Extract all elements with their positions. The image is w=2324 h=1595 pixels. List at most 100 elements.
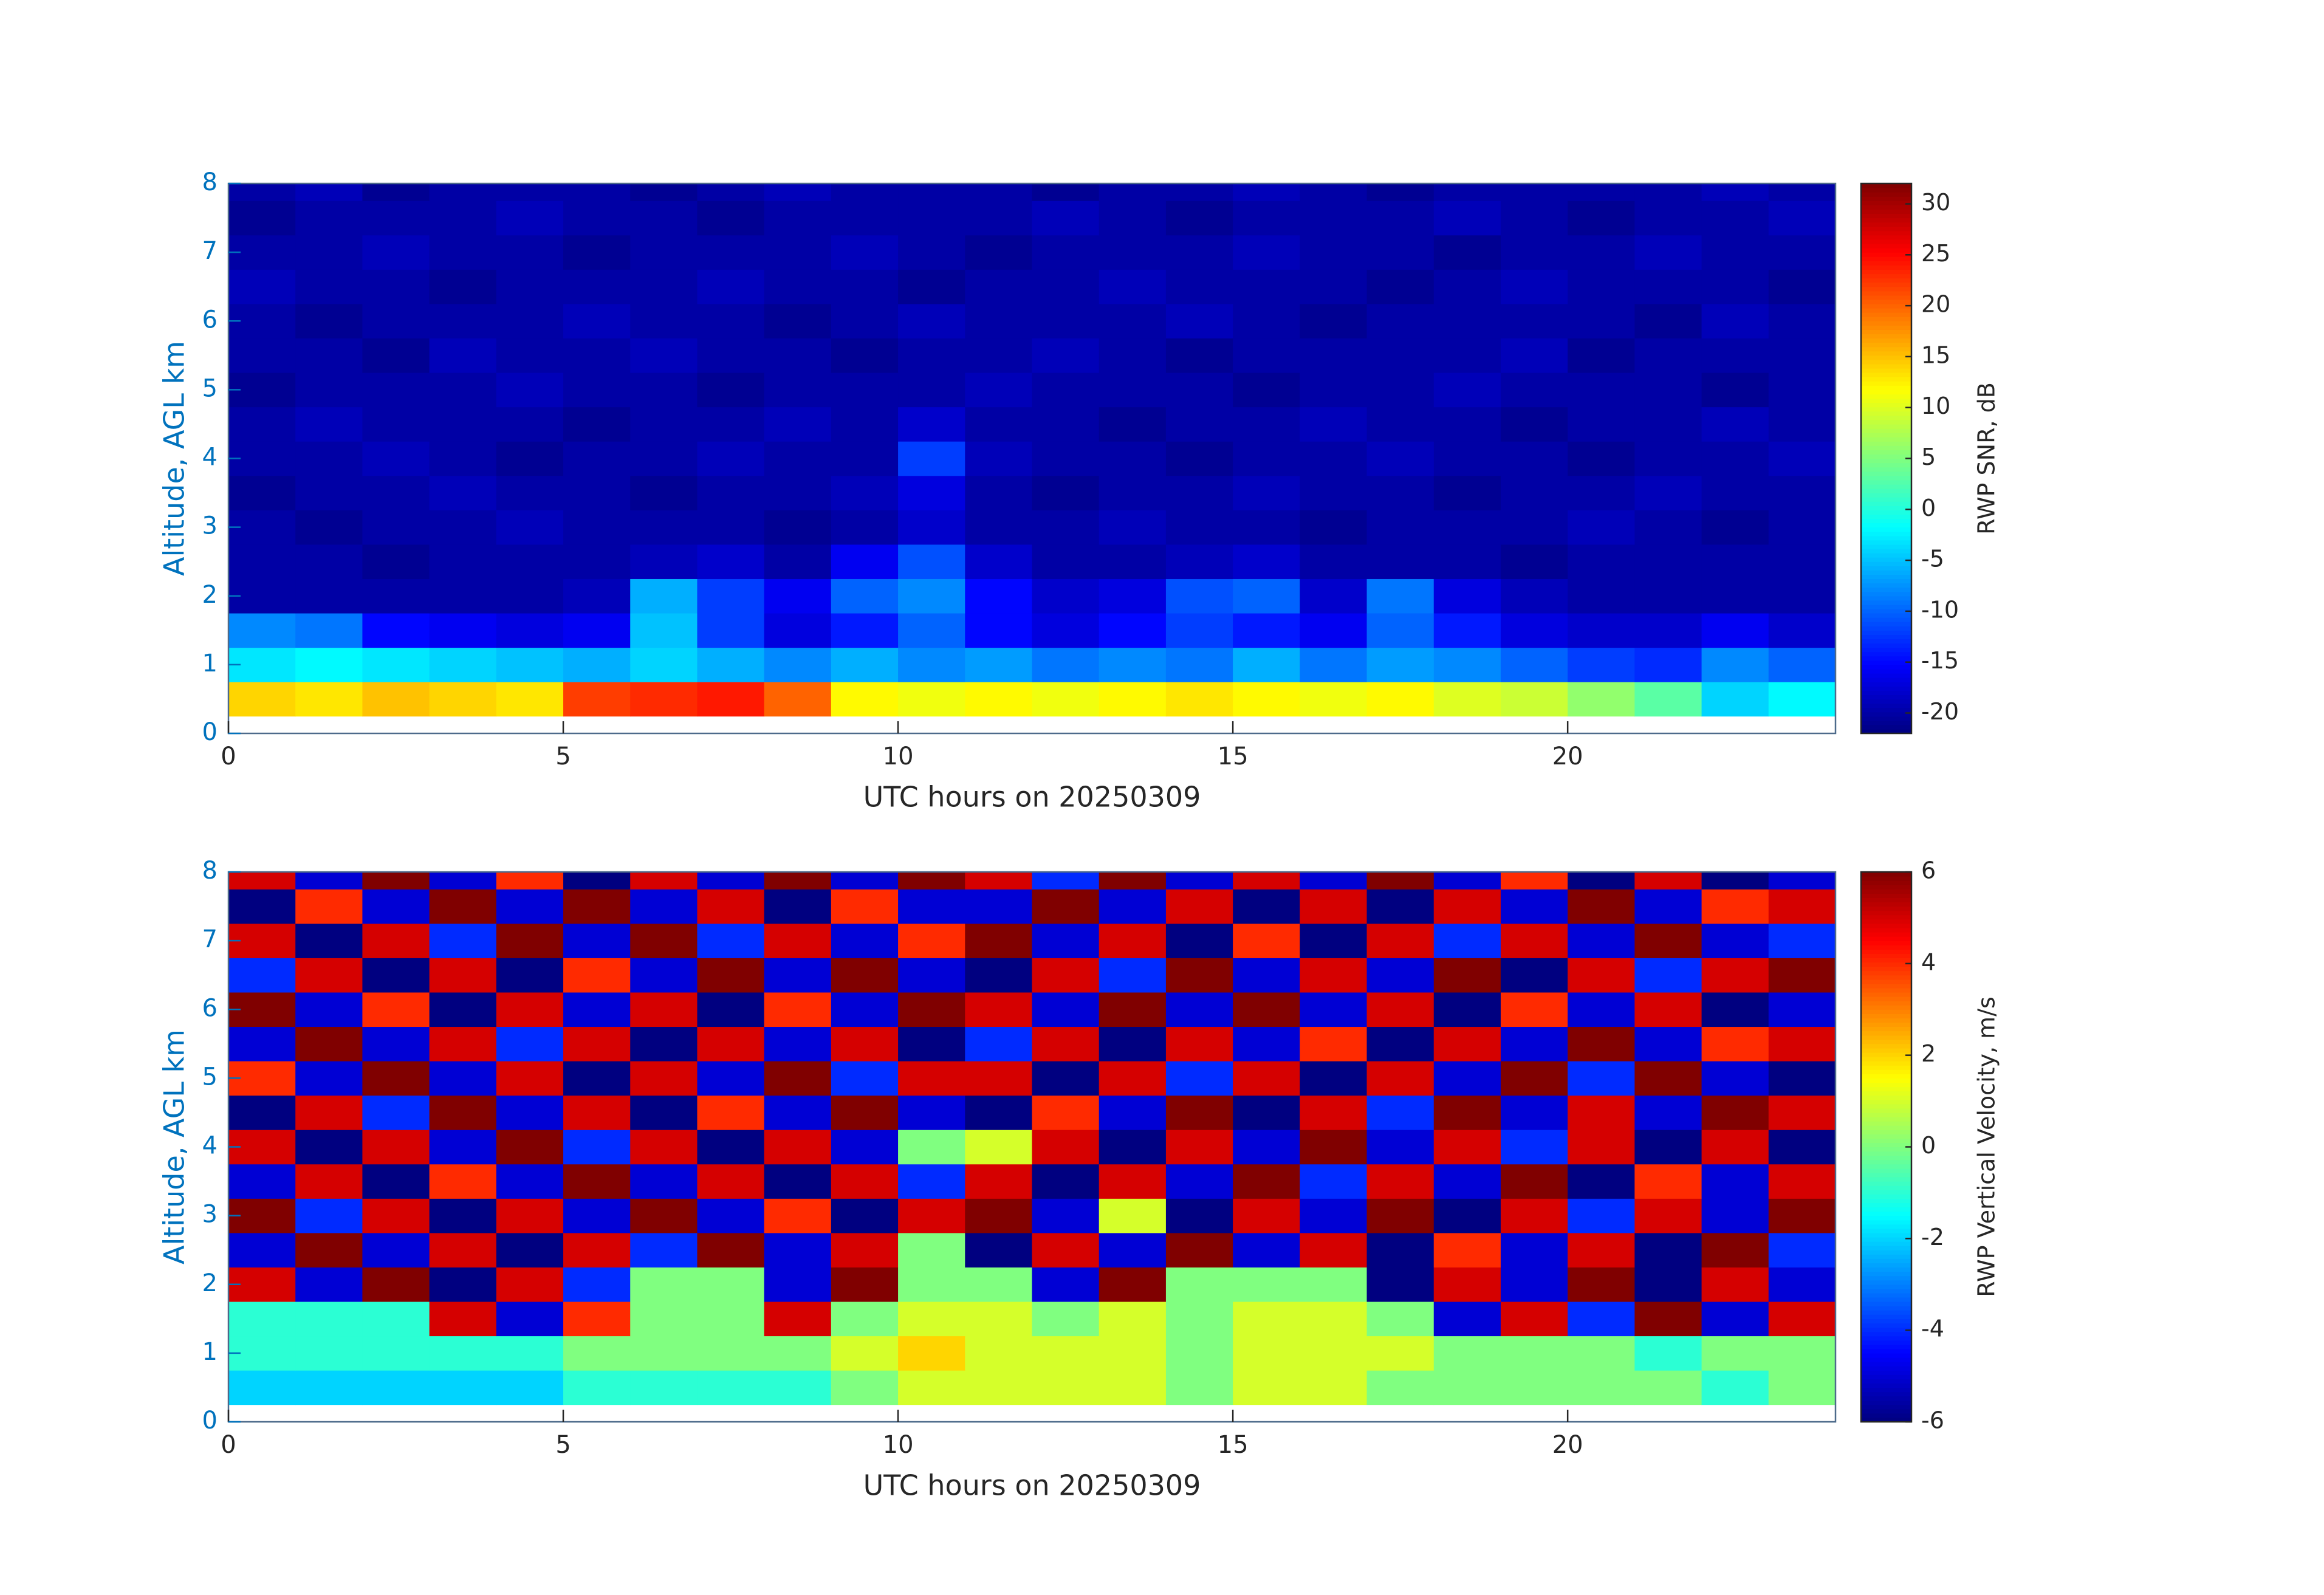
heat-cell [1099,372,1167,408]
colorbar-step [1861,419,1911,425]
heat-cell [697,1164,765,1199]
heat-cell [1701,872,1769,890]
heat-cell [1500,1232,1568,1267]
heat-cell [697,201,765,236]
heat-cell [1099,1026,1167,1062]
colorbar-step [1861,626,1911,631]
heat-cell [1165,1026,1233,1062]
heat-cell [1099,682,1167,717]
heat-cell [898,613,965,648]
colorbar-step [1861,389,1911,395]
heat-cell [898,235,965,270]
heat-cell [898,958,965,993]
heat-cell [1768,372,1836,408]
colorbar-step [1861,724,1911,730]
heat-cell [1433,1336,1501,1371]
colorbar-label: RWP SNR, dB [1973,382,2000,535]
heat-cell [563,1198,631,1233]
heat-cell [965,510,1032,545]
heat-cell [1233,338,1300,373]
heat-cell [1032,1267,1100,1302]
heat-cell [1032,1302,1100,1337]
heat-cell [1768,1026,1836,1062]
heat-cell [1099,235,1167,270]
heat-cell [898,303,965,339]
heat-cell [1233,958,1300,993]
colorbar-step [1861,923,1911,928]
heat-cell [1433,992,1501,1027]
heat-cell [362,1026,430,1062]
heat-cell [1032,1370,1100,1405]
heat-cell [1165,372,1233,408]
heat-cell [1366,1061,1435,1096]
heat-cell [831,269,899,304]
colorbar-step [1861,630,1911,635]
heat-cell [1165,578,1233,614]
heat-cell [831,510,899,545]
heat-cell [1568,992,1635,1027]
heat-cell [429,1302,497,1337]
heat-cell [1568,1302,1635,1337]
colorbar-step [1861,518,1911,524]
heat-cell [831,303,899,339]
heat-cell [1768,682,1836,717]
colorbar-step [1861,394,1911,399]
heat-cell [362,1302,430,1337]
heat-cell [898,1267,965,1302]
colorbar-step [1861,682,1911,687]
heat-cell [496,510,564,545]
heat-cell [898,923,965,958]
colorbar-tick-label: -10 [1921,596,1959,623]
heat-cell [898,184,965,201]
heat-cell [764,872,832,890]
heat-cell [1500,269,1568,304]
heat-cell [1433,338,1501,373]
heat-cell [1165,1232,1233,1267]
colorbar-step [1861,897,1911,903]
colorbar-step [1861,535,1911,541]
heat-cell [965,406,1032,442]
heat-cell [362,1267,430,1302]
heat-cell [1433,1302,1501,1337]
heat-cell [429,372,497,408]
colorbar-step [1861,707,1911,713]
colorbar-step [1861,557,1911,562]
colorbar-step [1861,1151,1911,1156]
heat-cell [697,475,765,510]
heat-cell [1433,235,1501,270]
heat-cell [831,372,899,408]
colorbar-step [1861,243,1911,249]
heat-cell [429,441,497,476]
heat-cell [1366,303,1435,339]
heat-cell [429,958,497,993]
heat-cell [1300,1164,1368,1199]
heat-cell [496,1130,564,1165]
heat-cell [1768,647,1836,682]
heat-cell [1233,1026,1300,1062]
colorbar-step [1861,299,1911,304]
y-tick-label: 4 [202,444,218,472]
heat-cell [1568,1198,1635,1233]
heat-cell [1366,1267,1435,1302]
colorbar-step [1861,540,1911,545]
heat-cell [898,475,965,510]
heat-cell [362,1336,430,1371]
heat-cell [831,1026,899,1062]
heat-cell [362,1198,430,1233]
colorbar-step [1861,506,1911,510]
heat-cell [1768,889,1836,924]
heat-cell [1701,510,1769,545]
heat-cell [1433,475,1501,510]
heat-cell [1032,1232,1100,1267]
heat-cell [1165,1095,1233,1130]
heat-cell [965,441,1032,476]
heat-cell [295,303,363,339]
heat-cell [362,1130,430,1165]
colorbar-step [1861,497,1911,502]
heat-cell [831,1336,899,1371]
heat-cell [1366,1130,1435,1165]
heat-cell [630,1198,698,1233]
heat-cell [764,338,832,373]
colorbar-step [1861,1185,1911,1190]
heat-cell [1233,1232,1300,1267]
